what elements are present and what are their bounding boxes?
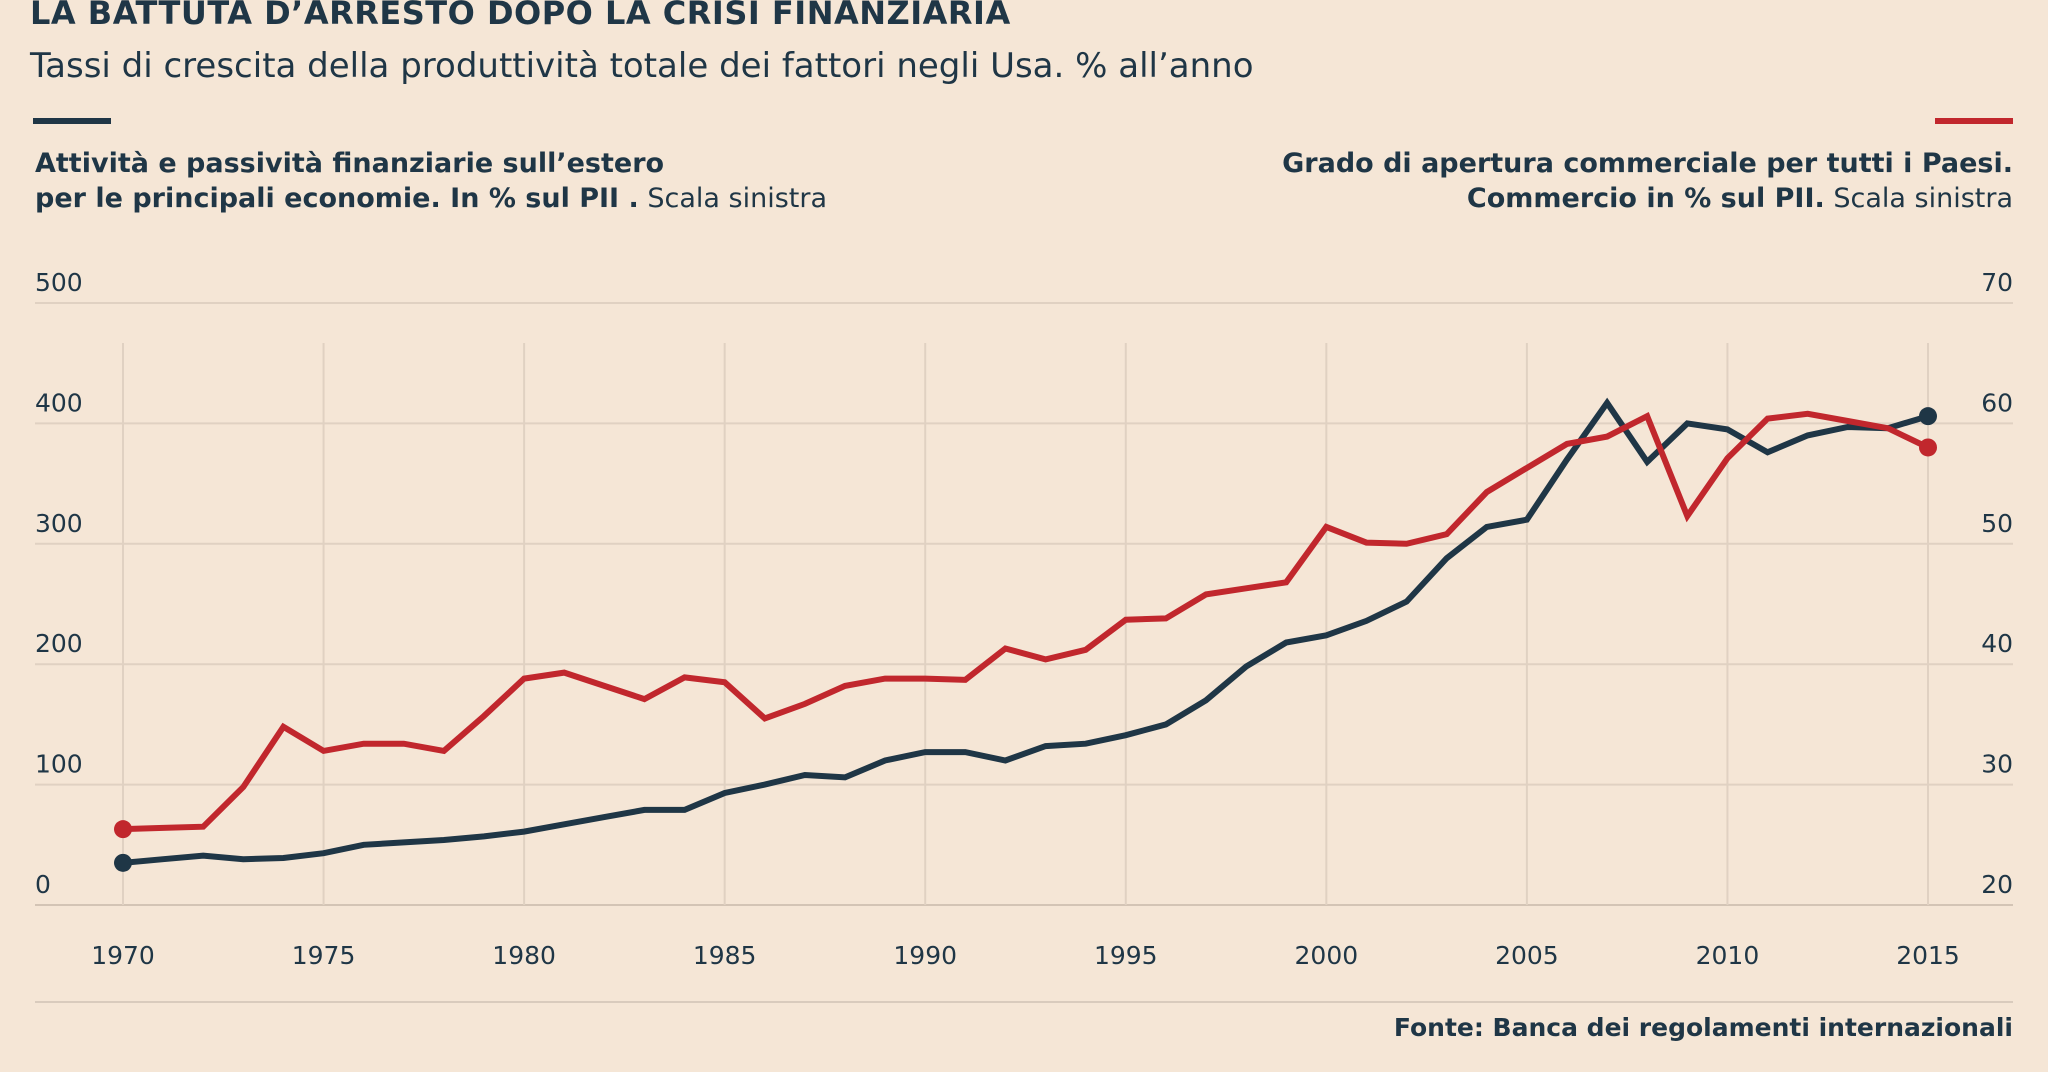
series-start-marker-trade xyxy=(114,820,132,839)
x-tick: 1970 xyxy=(91,941,155,970)
x-tick: 2000 xyxy=(1295,941,1359,970)
legend-trade-line1: Grado di apertura commerciale per tutti … xyxy=(1282,148,2013,179)
source-note: Fonte: Banca dei regolamenti internazion… xyxy=(1393,1013,2013,1042)
y-tick-left: 0 xyxy=(35,870,51,899)
y-tick-left: 300 xyxy=(35,509,83,538)
legend-trade-scale: Scala sinistra xyxy=(1833,183,2013,214)
y-tick-left: 400 xyxy=(35,388,83,417)
x-tick: 1990 xyxy=(893,941,957,970)
legend-financial-scale: Scala sinistra xyxy=(647,183,827,214)
y-tick-right: 20 xyxy=(1981,870,2013,899)
y-axis-right: 20 30 40 50 60 70 xyxy=(1981,268,2013,899)
x-tick: 1975 xyxy=(292,941,356,970)
chart-title: LA BATTUTA D’ARRESTO DOPO LA CRISI FINAN… xyxy=(30,0,1011,32)
y-tick-right: 40 xyxy=(1981,629,2013,658)
gridlines xyxy=(35,302,2013,906)
x-tick: 2005 xyxy=(1495,941,1559,970)
x-tick: 1995 xyxy=(1094,941,1158,970)
series-line-financial xyxy=(122,397,1929,866)
series-group xyxy=(114,397,1937,872)
legend-financial-line2: per le principali economie. In % sul PII… xyxy=(35,183,639,214)
legend-financial: Attività e passività finanziarie sull’es… xyxy=(35,146,827,216)
series-line-trade xyxy=(122,410,1930,833)
chart-subtitle: Tassi di crescita della produttività tot… xyxy=(30,46,1254,86)
y-tick-right: 60 xyxy=(1981,388,2013,417)
x-tick: 2015 xyxy=(1896,941,1960,970)
y-tick-right: 30 xyxy=(1981,750,2013,779)
x-tick: 1985 xyxy=(693,941,757,970)
series-end-marker-financial xyxy=(1919,407,1937,426)
legend-trade-line2: Commercio in % sul PII. xyxy=(1466,183,1825,214)
legend-financial-line1: Attività e passività finanziarie sull’es… xyxy=(35,148,665,179)
x-axis: 1970 1975 1980 1985 1990 1995 2000 2005 2010 2015 xyxy=(91,941,1960,970)
x-tick: 2010 xyxy=(1696,941,1760,970)
x-tick: 1980 xyxy=(492,941,556,970)
y-tick-left: 500 xyxy=(35,268,83,297)
legend-swatch-financial xyxy=(33,118,111,124)
series-start-marker-financial xyxy=(114,853,132,872)
series-end-marker-trade xyxy=(1919,438,1937,457)
y-tick-left: 100 xyxy=(35,750,83,779)
y-axis-left: 0 100 200 300 400 500 xyxy=(35,268,83,899)
legend-trade: Grado di apertura commerciale per tutti … xyxy=(1282,146,2013,216)
legend-swatch-trade xyxy=(1935,118,2013,124)
y-tick-left: 200 xyxy=(35,629,83,658)
y-tick-right: 70 xyxy=(1981,268,2013,297)
y-tick-right: 50 xyxy=(1981,509,2013,538)
